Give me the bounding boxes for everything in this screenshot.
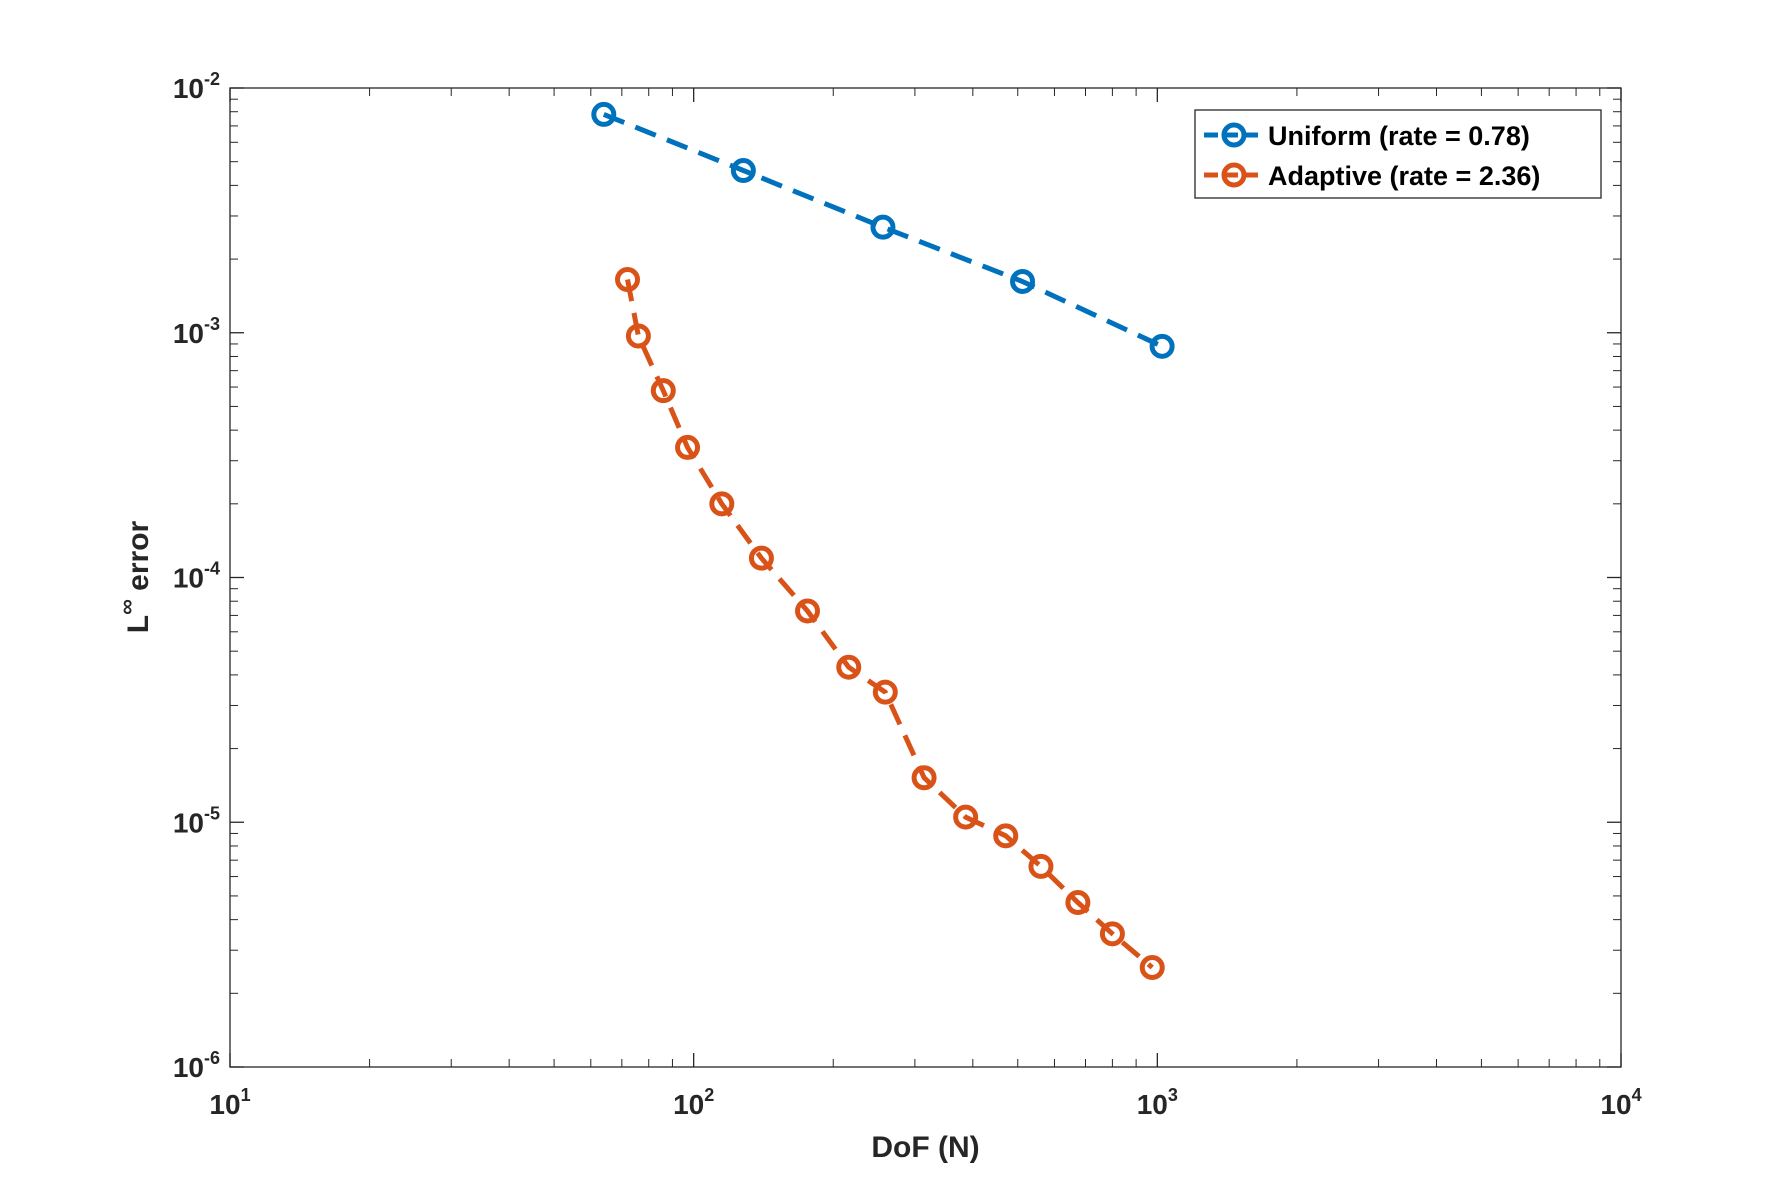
y-tick-label: 10-5: [173, 803, 220, 838]
legend-entries: Uniform (rate = 0.78) Adaptive (rate = 2.…: [1204, 121, 1540, 191]
x-tick-exponent: 1: [241, 1085, 251, 1105]
plot-area: [230, 88, 1621, 1067]
x-tick-labels: 101 102 103 104: [209, 1085, 1641, 1120]
legend: Uniform (rate = 0.78) Adaptive (rate = 2.…: [1194, 109, 1602, 199]
data-point: [836, 654, 862, 680]
data-point: [1028, 853, 1054, 879]
data-point: [650, 378, 676, 404]
y-tick-exponent: -5: [204, 803, 220, 823]
x-tick-label: 104: [1600, 1085, 1641, 1120]
x-tick-exponent: 3: [1168, 1085, 1178, 1105]
data-point: [911, 765, 937, 791]
x-tick-base: 10: [1137, 1089, 1168, 1120]
data-point: [591, 101, 617, 127]
x-tick-label: 102: [673, 1085, 714, 1120]
y-tick-exponent: -6: [204, 1048, 220, 1068]
data-point: [795, 598, 821, 624]
legend-box: [1194, 109, 1602, 199]
x-tick-base: 10: [1600, 1089, 1631, 1120]
x-tick-label: 103: [1137, 1085, 1178, 1120]
data-point: [748, 545, 774, 571]
x-tick-base: 10: [209, 1089, 240, 1120]
y-tick-exponent: -4: [204, 559, 220, 579]
y-axis-label-main: L: [122, 615, 155, 633]
series-0: [591, 101, 1175, 359]
data-point: [730, 158, 756, 184]
legend-entry: Uniform (rate = 0.78): [1204, 121, 1530, 151]
data-point: [1065, 890, 1091, 916]
data-point: [870, 214, 896, 240]
data-point: [1149, 333, 1175, 359]
legend-entry: Adaptive (rate = 2.36): [1204, 161, 1540, 191]
x-tick-exponent: 4: [1632, 1085, 1642, 1105]
y-tick-labels: 10-610-510-410-310-2: [173, 69, 220, 1083]
x-axis-label: DoF (N): [871, 1131, 979, 1164]
data-point: [1010, 268, 1036, 294]
series-line: [625, 279, 1154, 970]
y-tick-base: 10: [173, 73, 204, 104]
minor-ticks: [230, 88, 1621, 1067]
data-point: [1099, 921, 1125, 947]
series-1: [615, 267, 1165, 980]
x-tick-base: 10: [673, 1089, 704, 1120]
legend-marker: [1221, 162, 1247, 188]
data-point: [709, 491, 735, 517]
data-point: [872, 679, 898, 705]
y-tick-label: 10-3: [173, 314, 220, 349]
x-tick-label: 101: [209, 1085, 250, 1120]
y-tick-label: 10-6: [173, 1048, 220, 1083]
legend-label: Uniform (rate = 0.78): [1268, 121, 1530, 151]
y-axis-label-sup: ∞: [114, 599, 139, 615]
series-layer: [591, 101, 1175, 980]
y-tick-exponent: -3: [204, 314, 220, 334]
y-tick-base: 10: [173, 563, 204, 594]
y-tick-label: 10-2: [173, 69, 220, 104]
y-tick-base: 10: [173, 318, 204, 349]
y-axis-label-rest: error: [122, 520, 155, 599]
plot-frame: [229, 87, 1622, 1068]
data-point: [1139, 954, 1165, 980]
y-tick-base: 10: [173, 1052, 204, 1083]
x-tick-exponent: 2: [704, 1085, 714, 1105]
y-tick-label: 10-4: [173, 559, 220, 594]
data-point: [615, 267, 641, 293]
y-axis-label: L∞ error: [114, 520, 155, 633]
data-point: [625, 323, 651, 349]
data-point: [953, 804, 979, 830]
y-tick-base: 10: [173, 807, 204, 838]
data-point: [993, 823, 1019, 849]
legend-label: Adaptive (rate = 2.36): [1268, 161, 1540, 191]
legend-marker: [1221, 122, 1247, 148]
data-point: [675, 434, 701, 460]
y-tick-exponent: -2: [204, 69, 220, 89]
